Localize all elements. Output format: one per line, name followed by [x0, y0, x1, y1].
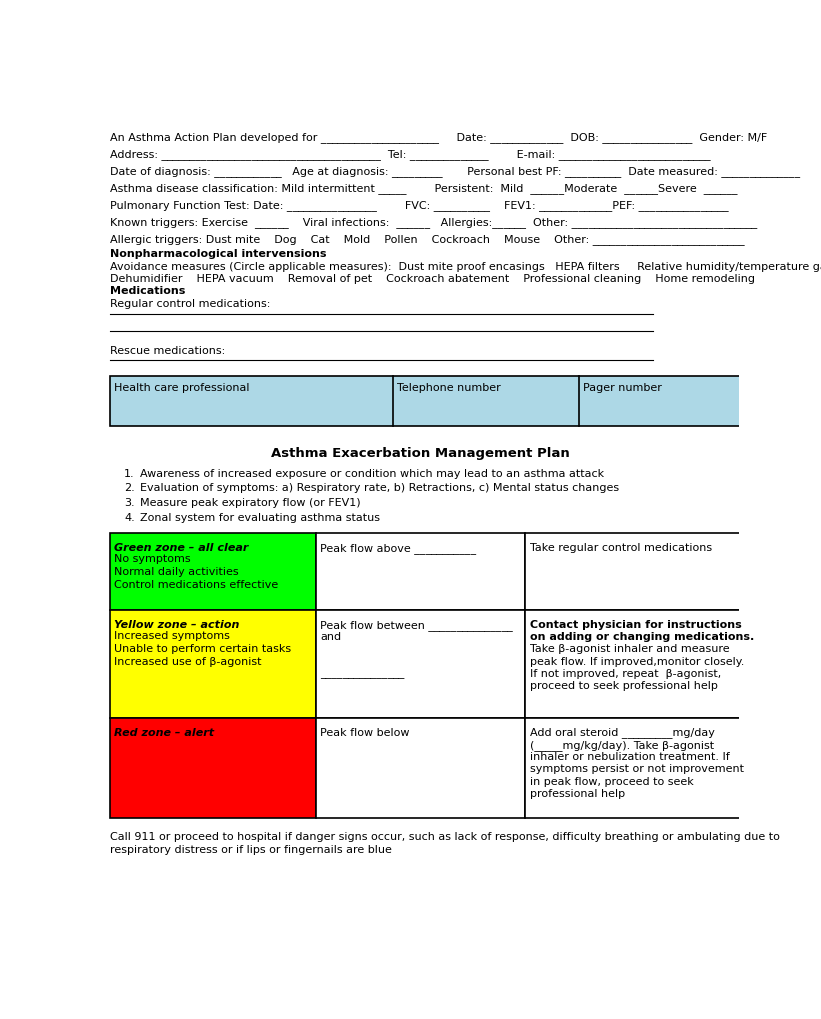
Text: 4.: 4.: [124, 513, 135, 523]
Text: Zonal system for evaluating asthma status: Zonal system for evaluating asthma statu…: [140, 513, 380, 523]
Text: Rescue medications:: Rescue medications:: [110, 346, 226, 357]
Text: on adding or changing medications.: on adding or changing medications.: [530, 632, 754, 642]
Bar: [110, 610, 316, 718]
Text: 2.: 2.: [124, 483, 135, 493]
Text: Peak flow between _______________: Peak flow between _______________: [320, 620, 513, 631]
Text: respiratory distress or if lips or fingernails are blue: respiratory distress or if lips or finge…: [110, 845, 392, 855]
Bar: [316, 534, 525, 610]
Text: Nonpharmacological intervensions: Nonpharmacological intervensions: [110, 250, 327, 259]
Text: Telephone number: Telephone number: [397, 383, 501, 393]
Text: Dehumidifier    HEPA vacuum    Removal of pet    Cockroach abatement    Professi: Dehumidifier HEPA vacuum Removal of pet …: [110, 274, 755, 284]
Text: Date of diagnosis: ____________   Age at diagnosis: _________       Personal bes: Date of diagnosis: ____________ Age at d…: [110, 166, 800, 177]
Text: Increased use of β-agonist: Increased use of β-agonist: [114, 657, 262, 667]
Text: Ineffective relief with β-agonists: Ineffective relief with β-agonists: [114, 765, 294, 775]
Text: peak flow. If improved,monitor closely.: peak flow. If improved,monitor closely.: [530, 656, 744, 666]
Text: Take regular control medications: Take regular control medications: [530, 543, 712, 552]
Text: 1.: 1.: [124, 469, 135, 479]
Text: Contact physician for instructions: Contact physician for instructions: [530, 620, 741, 630]
Text: Unable to perform certain tasks: Unable to perform certain tasks: [114, 644, 291, 654]
Text: symptoms persist or not improvement: symptoms persist or not improvement: [530, 764, 744, 774]
Bar: [110, 534, 316, 610]
Bar: [110, 376, 741, 426]
Text: (_____mg/kg/day). Take β-agonist: (_____mg/kg/day). Take β-agonist: [530, 740, 713, 751]
Text: Known triggers: Exercise  ______    Viral infections:  ______   Allergies:______: Known triggers: Exercise ______ Viral in…: [110, 217, 758, 228]
Text: Awareness of increased exposure or condition which may lead to an asthma attack: Awareness of increased exposure or condi…: [140, 469, 604, 479]
Text: Increased symptoms: Increased symptoms: [114, 631, 230, 641]
Text: Regular control medications:: Regular control medications:: [110, 299, 271, 309]
Bar: [525, 610, 741, 718]
Text: Asthma disease classification: Mild intermittent _____        Persistent:  Mild : Asthma disease classification: Mild inte…: [110, 183, 738, 194]
Text: Pulmonary Function Test: Date: ________________        FVC: __________    FEV1: : Pulmonary Function Test: Date: _________…: [110, 200, 729, 211]
Text: Pager number: Pager number: [583, 383, 662, 393]
Text: in peak flow, proceed to seek: in peak flow, proceed to seek: [530, 776, 694, 787]
Bar: [316, 718, 525, 818]
Text: Address: _______________________________________  Tel: ______________        E-m: Address: _______________________________…: [110, 149, 711, 160]
Text: Asthma Exacerbation Management Plan: Asthma Exacerbation Management Plan: [271, 447, 570, 461]
Text: Normal daily activities: Normal daily activities: [114, 568, 239, 578]
Text: An Asthma Action Plan developed for _____________________     Date: ____________: An Asthma Action Plan developed for ____…: [110, 132, 768, 144]
Bar: [525, 534, 741, 610]
Text: proceed to seek professional help: proceed to seek professional help: [530, 682, 718, 691]
Text: Take β-agonist inhaler and measure: Take β-agonist inhaler and measure: [530, 644, 729, 654]
Text: professional help: professional help: [530, 789, 625, 799]
Text: _______________: _______________: [320, 669, 405, 679]
Text: Call 911 or proceed to hospital if danger signs occur, such as lack of response,: Call 911 or proceed to hospital if dange…: [110, 833, 780, 843]
Bar: [316, 610, 525, 718]
Text: Difficulty breathing: Difficulty breathing: [114, 752, 222, 762]
Text: Red zone – alert: Red zone – alert: [114, 728, 214, 738]
Text: Medications: Medications: [110, 286, 186, 297]
Text: Symptoms > 24 hours: Symptoms > 24 hours: [114, 739, 239, 749]
Bar: [525, 718, 741, 818]
Bar: [110, 718, 316, 818]
Text: inhaler or nebulization treatment. If: inhaler or nebulization treatment. If: [530, 752, 729, 762]
Text: Peak flow below: Peak flow below: [320, 728, 410, 738]
Text: Add oral steroid _________mg/day: Add oral steroid _________mg/day: [530, 728, 714, 739]
Text: Evaluation of symptoms: a) Respiratory rate, b) Retractions, c) Mental status ch: Evaluation of symptoms: a) Respiratory r…: [140, 483, 619, 493]
Text: Green zone – all clear: Green zone – all clear: [114, 543, 249, 552]
Text: Health care professional: Health care professional: [114, 383, 250, 393]
Text: 3.: 3.: [124, 498, 135, 508]
Text: Yellow zone – action: Yellow zone – action: [114, 620, 240, 630]
Text: Control medications effective: Control medications effective: [114, 581, 278, 590]
Text: Peak flow above ___________: Peak flow above ___________: [320, 543, 476, 553]
Text: Avoidance measures (Circle applicable measures):  Dust mite proof encasings   HE: Avoidance measures (Circle applicable me…: [110, 262, 821, 272]
Text: Measure peak expiratory flow (or FEV1): Measure peak expiratory flow (or FEV1): [140, 498, 360, 508]
Text: No symptoms: No symptoms: [114, 554, 190, 565]
Text: If not improved, repeat  β-agonist,: If not improved, repeat β-agonist,: [530, 669, 721, 679]
Text: Allergic triggers: Dust mite    Dog    Cat    Mold    Pollen    Cockroach    Mou: Allergic triggers: Dust mite Dog Cat Mol…: [110, 234, 745, 245]
Text: and: and: [320, 632, 342, 642]
